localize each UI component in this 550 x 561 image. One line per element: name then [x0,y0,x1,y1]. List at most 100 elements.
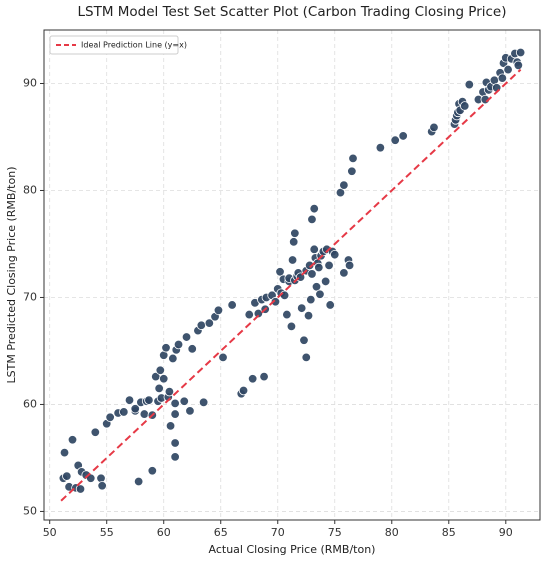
point [301,352,311,363]
point [204,318,215,328]
point [339,180,349,190]
point [324,260,334,271]
x-tick-label: 75 [328,526,342,539]
point [348,153,358,164]
point [170,438,180,448]
point [307,269,317,279]
point [320,276,331,287]
point [282,309,292,320]
point [330,249,340,260]
x-tick-label: 70 [271,526,285,539]
point [67,435,78,445]
point [290,228,300,238]
point [307,214,317,225]
point [124,395,135,405]
point [119,407,129,417]
point [161,343,171,353]
x-tick-label: 90 [499,526,513,539]
y-tick-label: 80 [23,183,37,196]
point [344,260,355,271]
point [306,294,316,305]
point [185,406,195,416]
y-tick-label: 60 [23,397,37,410]
point [75,484,86,494]
point [139,409,150,419]
point [213,305,224,316]
point [303,310,314,321]
chart-title: LSTM Model Test Set Scatter Plot (Carbon… [77,4,506,20]
point [279,290,290,301]
point [187,344,197,354]
point [513,60,524,71]
point [309,203,319,214]
point [170,452,180,462]
x-tick-label: 80 [385,526,399,539]
point [144,395,154,405]
point [133,476,144,487]
point [296,303,307,313]
point [497,73,508,83]
point [155,365,166,375]
point [375,142,386,153]
point [196,320,207,330]
point [90,427,101,437]
point [170,398,180,409]
x-tick-label: 55 [100,526,114,539]
point [247,374,258,384]
point [170,409,180,419]
point [314,262,324,273]
x-tick-label: 50 [43,526,57,539]
point [299,335,309,345]
point [198,397,209,408]
x-axis-label: Actual Closing Price (RMB/ton) [209,543,376,556]
point [218,352,228,363]
point [390,135,400,145]
point [168,353,178,364]
legend-box [49,35,179,55]
point [130,404,140,414]
point [398,131,408,141]
x-tick-label: 60 [157,526,171,539]
point [460,101,470,111]
point [173,339,184,350]
point [503,64,513,75]
point [259,371,269,382]
x-tick-label: 85 [442,526,456,539]
point [227,300,237,310]
point [181,332,192,342]
point [287,255,298,265]
point [97,481,107,491]
plot-frame [43,29,541,521]
point [339,268,349,278]
point [325,300,335,310]
point [164,386,175,397]
point [253,308,264,319]
y-tick-label: 70 [23,290,37,303]
point [289,237,299,247]
point [179,396,189,406]
point [270,297,281,307]
x-tick-label: 65 [214,526,228,539]
point [429,122,439,133]
legend-label: Ideal Prediction Line (y=x) [81,41,187,50]
point [159,374,169,384]
point [105,412,115,422]
point [154,383,164,394]
point [59,447,70,458]
point [147,466,158,476]
y-tick-label: 90 [23,76,37,89]
point [286,321,297,332]
point [62,471,72,481]
y-tick-label: 50 [23,504,37,517]
point [309,244,319,255]
point [347,166,357,176]
point [165,421,176,431]
point [244,309,254,320]
point [315,289,325,299]
y-axis-label: LSTM Predicted Closing Price (RMB/ton) [5,167,18,384]
point [464,79,475,90]
point [238,385,249,396]
point [515,47,526,58]
reference-line [60,68,522,502]
